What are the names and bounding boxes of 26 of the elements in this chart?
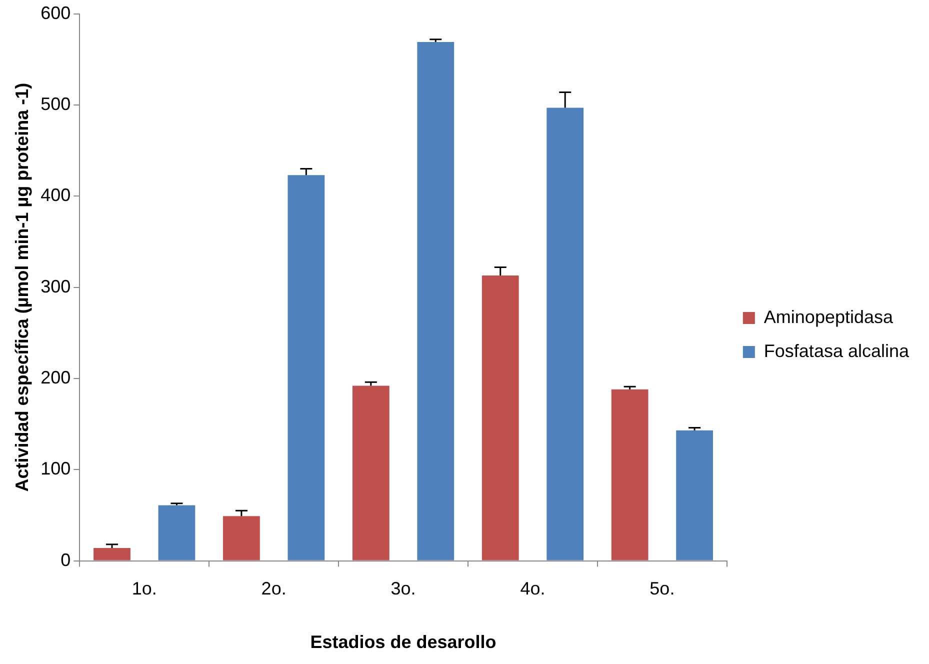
- bar: [94, 548, 130, 560]
- x-tick-label: 2o.: [261, 578, 286, 599]
- x-tick-label: 5o.: [650, 578, 675, 599]
- bar: [288, 175, 325, 560]
- bar: [676, 430, 714, 560]
- x-tick-label: 3o.: [390, 578, 416, 599]
- bar: [611, 389, 648, 560]
- bar: [482, 275, 519, 560]
- y-tick-label: 200: [40, 367, 71, 388]
- y-tick-label: 400: [40, 185, 71, 206]
- bar: [352, 386, 390, 560]
- y-tick-label: 500: [40, 94, 71, 114]
- legend-label: Aminopeptidasa: [764, 306, 894, 327]
- y-tick-label: 600: [40, 2, 71, 23]
- bar: [417, 42, 454, 560]
- y-tick-label: 100: [40, 458, 71, 479]
- x-tick-label: 1o.: [132, 578, 157, 599]
- y-tick-label: 300: [40, 276, 71, 296]
- y-axis-title: Actividad específica (µmol min-1 µg proteina -1): [12, 82, 32, 492]
- legend-label: Fosfatasa alcalina: [764, 340, 910, 361]
- bar: [158, 505, 196, 560]
- x-axis-title: Estadios de desarollo: [310, 632, 496, 652]
- bar: [223, 516, 260, 560]
- x-tick-label: 4o.: [520, 578, 546, 599]
- bar: [546, 108, 584, 560]
- y-tick-label: 0: [60, 550, 71, 570]
